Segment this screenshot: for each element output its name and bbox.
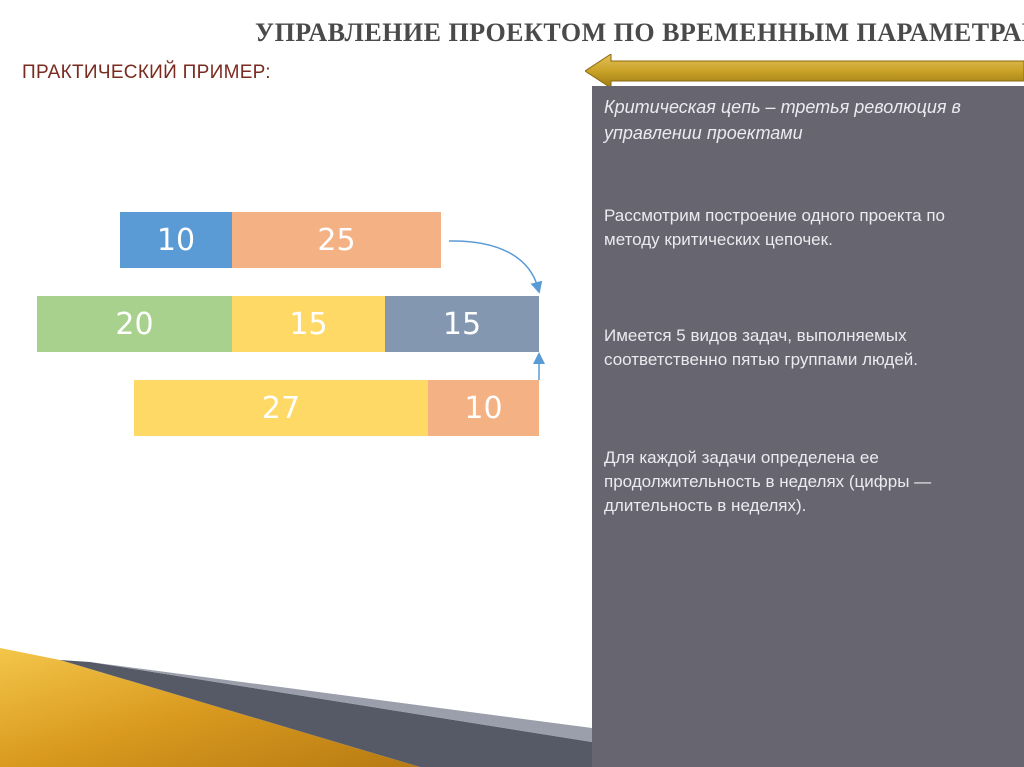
panel-paragraph: Имеется 5 видов задач, выполняемых соотв… [604, 326, 919, 369]
panel-paragraph: Для каждой задачи определена ее продолжи… [604, 448, 932, 515]
slide-title: УПРАВЛЕНИЕ ПРОЕКТОМ ПО ВРЕМЕННЫМ ПАРАМЕТ… [255, 18, 1024, 47]
task-bar: 25 [232, 212, 441, 268]
panel-heading: Критическая цепь – третья революция в уп… [604, 97, 961, 143]
gold-arrow-icon [585, 54, 1024, 88]
task-bar: 27 [134, 380, 428, 436]
info-panel: Критическая цепь – третья революция в уп… [592, 86, 1024, 767]
task-bar: 15 [385, 296, 539, 352]
panel-paragraph: Рассмотрим построение одного проекта по … [604, 206, 945, 249]
task-bar: 10 [120, 212, 232, 268]
task-bar: 20 [37, 296, 232, 352]
task-bar: 10 [428, 380, 539, 436]
task-bar: 15 [232, 296, 385, 352]
slide-subtitle: ПРАКТИЧЕСКИЙ ПРИМЕР: [22, 62, 271, 83]
